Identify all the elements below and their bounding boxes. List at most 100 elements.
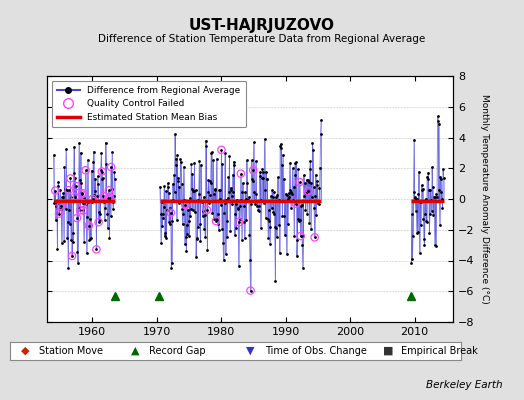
- Point: [278, 162, 286, 168]
- Point: [170, 172, 178, 178]
- Point: [299, 233, 308, 240]
- Point: [171, 162, 180, 168]
- Point: [79, 207, 88, 214]
- Point: [61, 206, 70, 212]
- Point: [158, 215, 167, 222]
- Point: [270, 224, 279, 230]
- Y-axis label: Monthly Temperature Anomaly Difference (°C): Monthly Temperature Anomaly Difference (…: [479, 94, 488, 304]
- Point: [105, 187, 113, 194]
- Point: [314, 200, 323, 206]
- Point: [195, 158, 203, 164]
- Point: [193, 235, 201, 241]
- Point: [252, 158, 260, 164]
- Point: [90, 192, 99, 198]
- Point: [161, 233, 169, 239]
- Point: [243, 157, 251, 163]
- Point: [269, 189, 278, 196]
- Point: [189, 188, 198, 194]
- Point: [107, 164, 115, 170]
- Point: [68, 253, 76, 259]
- Point: [245, 232, 254, 239]
- Point: [71, 175, 80, 181]
- Point: [298, 242, 307, 248]
- Point: [64, 187, 73, 193]
- Point: [82, 200, 90, 207]
- Point: [416, 198, 424, 205]
- Point: [205, 192, 214, 199]
- Point: [110, 192, 118, 199]
- Point: [96, 167, 105, 173]
- Point: [286, 187, 294, 194]
- Point: [310, 234, 319, 240]
- Point: [89, 196, 97, 202]
- Point: [294, 216, 303, 222]
- Point: [302, 176, 311, 183]
- Point: [268, 194, 277, 201]
- Point: [217, 147, 226, 153]
- Point: [83, 214, 91, 220]
- Point: [217, 202, 225, 208]
- Point: [50, 198, 59, 204]
- Point: [65, 207, 73, 213]
- Point: [415, 169, 423, 175]
- Point: [194, 190, 203, 197]
- Point: [211, 186, 219, 192]
- Point: [281, 190, 290, 197]
- Point: [208, 149, 216, 155]
- Point: [61, 186, 69, 192]
- Point: [110, 169, 118, 175]
- Point: [176, 156, 184, 162]
- Point: [81, 167, 90, 173]
- Point: [91, 176, 100, 182]
- Point: [76, 207, 84, 214]
- Point: [425, 211, 434, 218]
- Point: [71, 194, 79, 200]
- Point: [411, 195, 419, 201]
- Point: [86, 216, 95, 222]
- Point: [188, 186, 196, 192]
- Point: [302, 190, 310, 196]
- Point: [199, 213, 207, 220]
- Point: [248, 178, 257, 185]
- Point: [226, 228, 234, 234]
- Text: Berkeley Earth: Berkeley Earth: [427, 380, 503, 390]
- Point: [430, 194, 439, 200]
- Point: [185, 195, 194, 201]
- Point: [77, 180, 85, 186]
- Point: [291, 160, 299, 166]
- Point: [169, 196, 178, 203]
- Point: [72, 198, 80, 204]
- Point: [432, 243, 440, 249]
- Point: [198, 198, 206, 205]
- Point: [438, 196, 446, 203]
- Point: [219, 240, 227, 246]
- Point: [60, 238, 68, 244]
- Point: [57, 206, 66, 212]
- Point: [263, 176, 271, 182]
- Point: [245, 194, 253, 200]
- Point: [253, 198, 261, 204]
- Point: [296, 217, 304, 223]
- Point: [255, 203, 264, 210]
- Point: [247, 201, 255, 208]
- Point: [249, 139, 258, 146]
- Point: [309, 184, 318, 190]
- Point: [207, 150, 215, 156]
- Point: [88, 167, 96, 174]
- Point: [51, 188, 59, 194]
- Point: [105, 187, 113, 194]
- Point: [203, 207, 211, 213]
- Point: [164, 180, 172, 186]
- Point: [250, 189, 258, 196]
- Point: [203, 207, 211, 213]
- Point: [107, 186, 116, 192]
- Point: [285, 194, 293, 200]
- Point: [428, 208, 436, 214]
- Point: [307, 179, 315, 186]
- Point: [222, 197, 231, 203]
- Point: [75, 140, 83, 146]
- Point: [278, 213, 287, 220]
- Point: [282, 251, 291, 257]
- Point: [299, 264, 307, 271]
- Point: [72, 183, 81, 190]
